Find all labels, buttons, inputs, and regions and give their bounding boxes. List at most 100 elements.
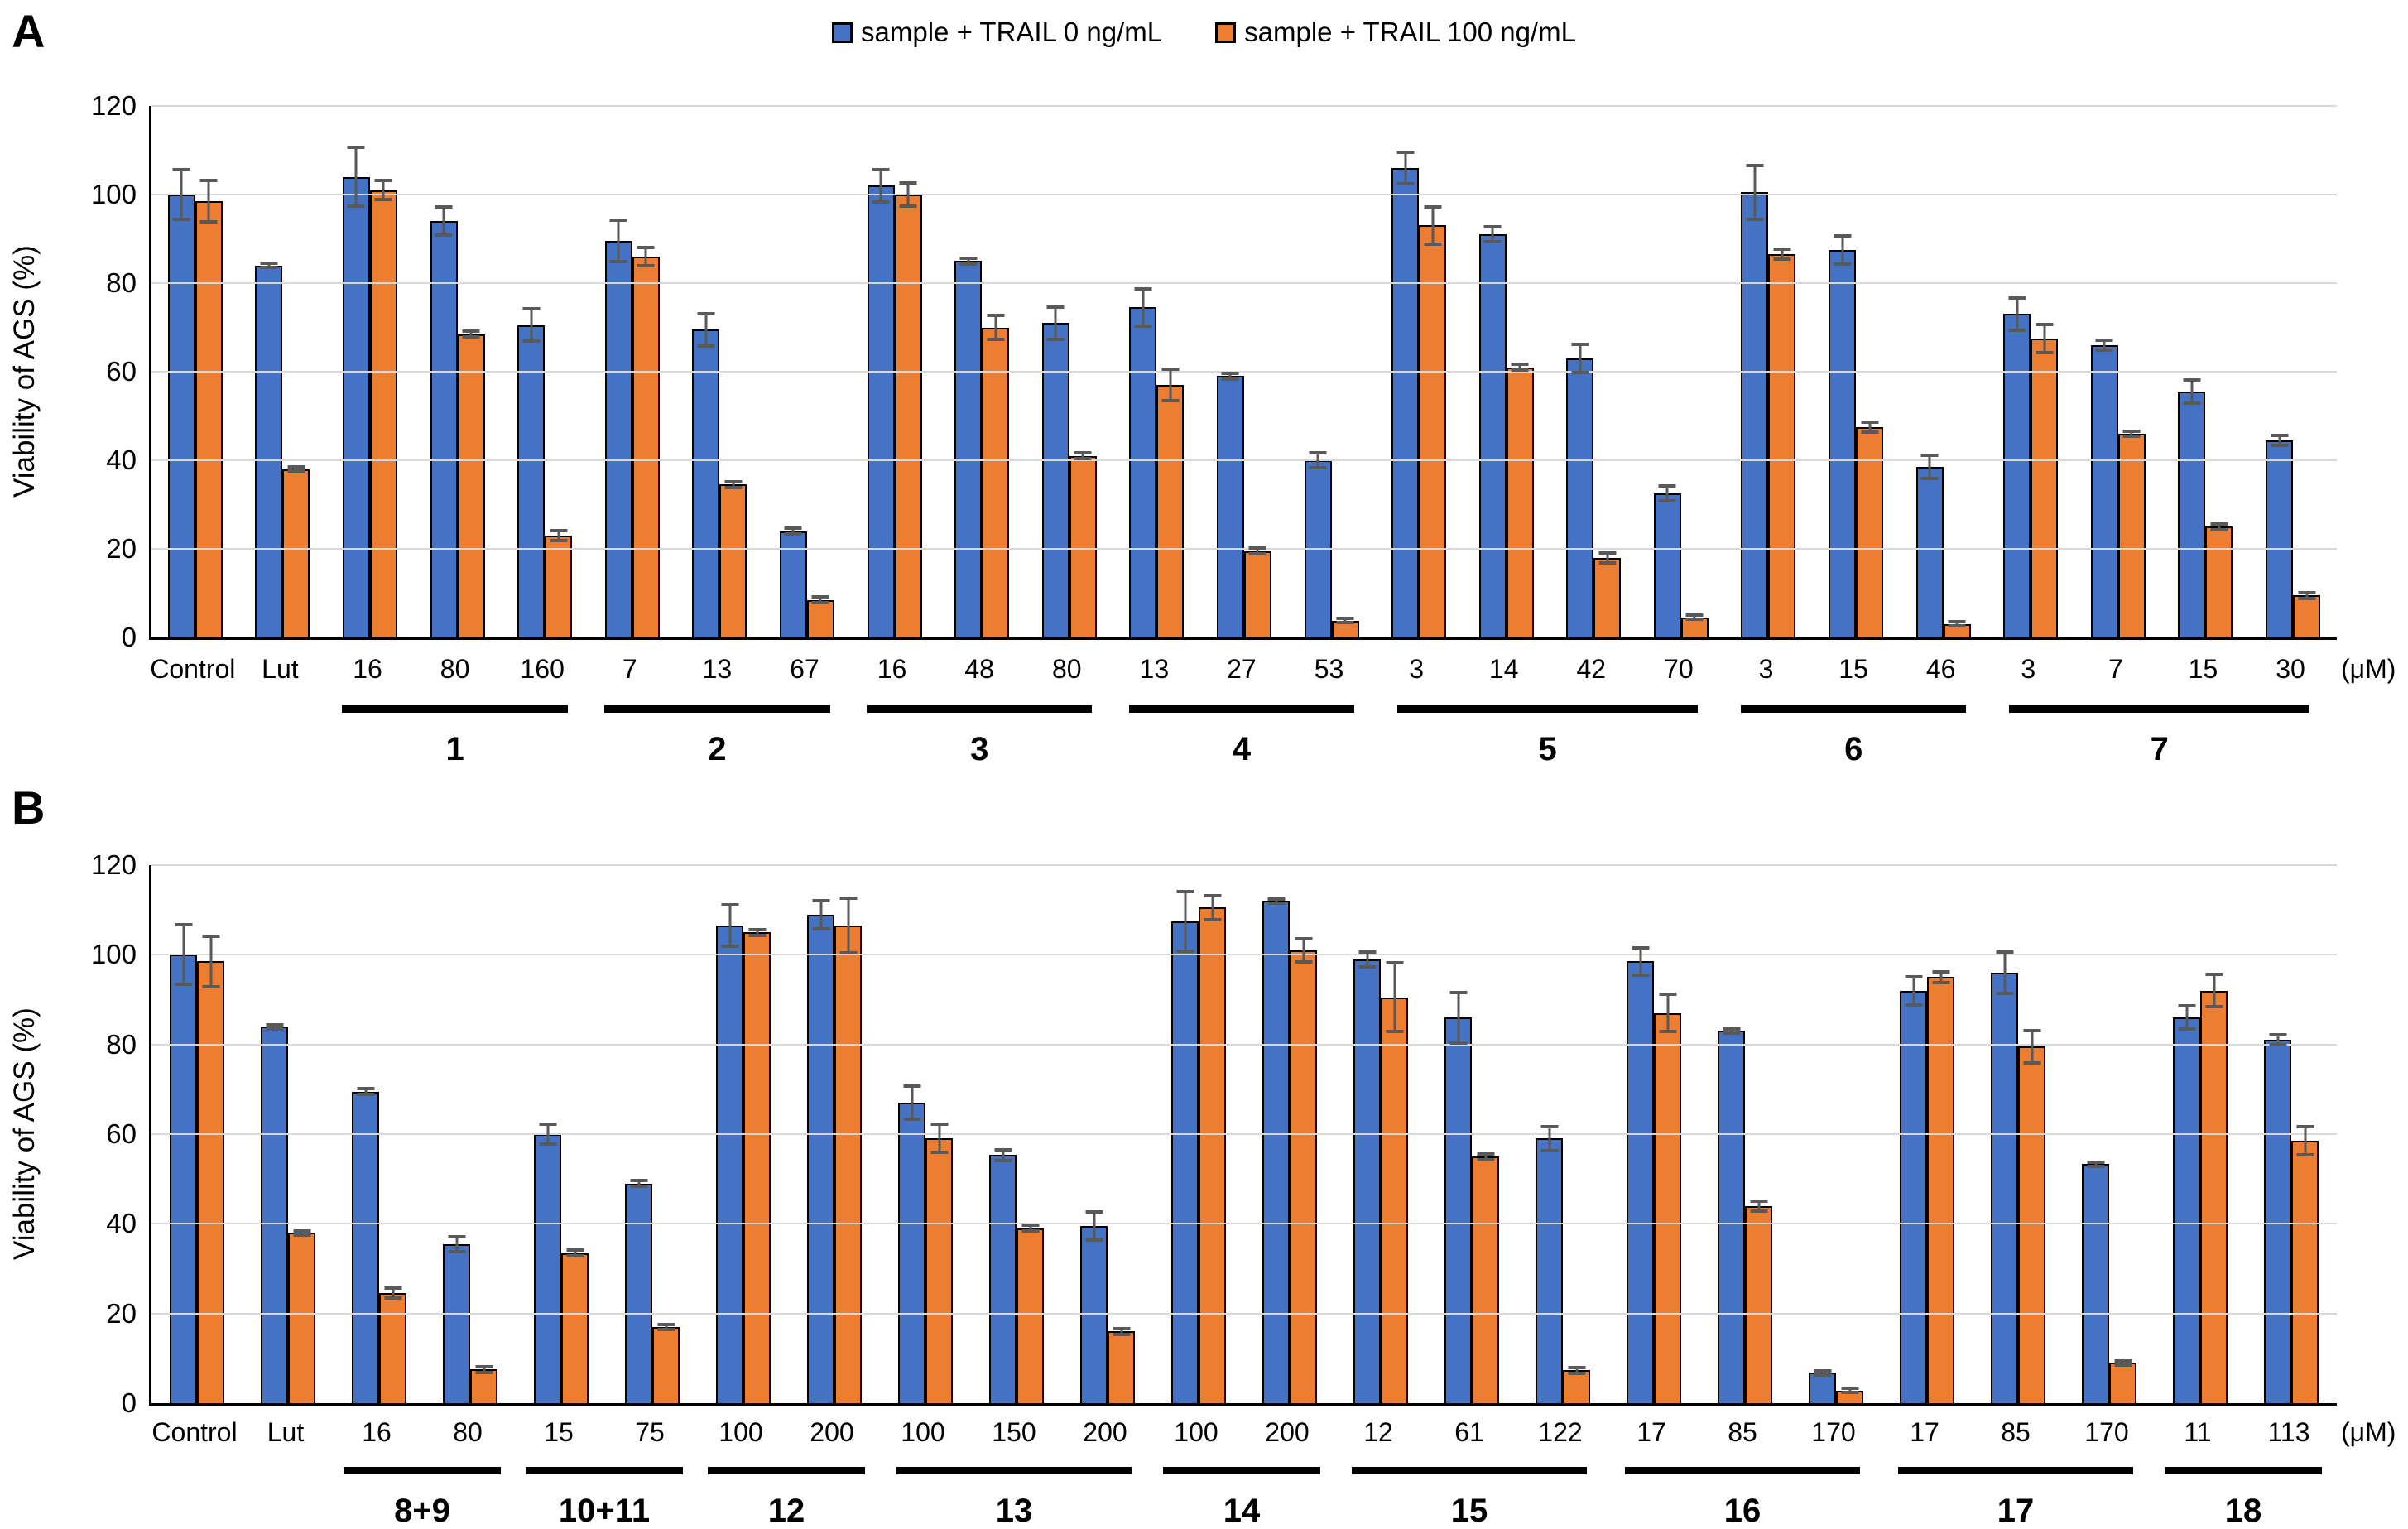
error-bar-cap	[930, 1151, 948, 1155]
bar-trail100-113	[2291, 1125, 2319, 1403]
error-bar-cap	[1176, 889, 1194, 893]
error-bar-cap	[1834, 262, 1852, 266]
y-tick-label: 100	[90, 939, 137, 970]
error-bar-cap	[462, 334, 480, 339]
error-bar-stem	[557, 531, 560, 539]
error-bar-cap	[384, 1286, 401, 1291]
error-bar-cap	[811, 595, 829, 599]
group-number: 2	[708, 731, 727, 767]
error-bar	[784, 526, 802, 536]
bar-trail100-14	[1506, 363, 1534, 637]
error-bar	[987, 314, 1005, 341]
error-bar-stem	[574, 1252, 576, 1254]
error-bar-cap	[1996, 950, 2013, 954]
category-48	[938, 106, 1026, 637]
error-bar	[1021, 1224, 1039, 1233]
error-bar	[1750, 1199, 1767, 1213]
category-3	[1725, 106, 1813, 637]
x-label-7: 7	[2108, 654, 2123, 684]
error-bar-cap	[1948, 620, 1966, 624]
bar-trail0-113	[2264, 1033, 2291, 1403]
error-bar-stem	[728, 906, 731, 945]
error-bar	[1309, 451, 1327, 469]
error-bar-cap	[1920, 453, 1939, 457]
error-bar	[721, 903, 738, 949]
category-122	[1517, 865, 1608, 1403]
error-bar-cap	[1723, 1031, 1740, 1035]
bar-trail0-3	[1741, 163, 1769, 637]
error-bar-stem	[1184, 892, 1186, 950]
error-bar-cap	[550, 538, 568, 542]
bar-trail0-Lut	[261, 1022, 288, 1403]
bar-trail0-16	[342, 146, 370, 637]
gridline-40	[151, 459, 2337, 461]
gridline-120	[151, 105, 2337, 107]
gridline-120	[151, 864, 2337, 866]
bar-trail100-42	[1593, 551, 1622, 637]
error-bar	[1685, 613, 1704, 622]
y-tick-label: 100	[90, 179, 137, 209]
bar-trail0-13	[692, 311, 720, 637]
error-bar-cap	[1598, 551, 1617, 555]
error-bar-stem	[1491, 228, 1494, 240]
bar-trail0-85	[1991, 950, 2018, 1403]
x-label-11: 11	[2184, 1417, 2212, 1447]
x-label-53: 53	[1314, 654, 1344, 684]
error-bar	[1161, 367, 1180, 403]
error-bar-stem	[847, 899, 849, 952]
category-70	[1637, 106, 1725, 637]
error-bar-stem	[879, 171, 882, 200]
error-bar-cap	[1085, 1210, 1103, 1214]
error-bar-cap	[2296, 1153, 2314, 1157]
x-label-113: 113	[2267, 1417, 2310, 1447]
group-underline	[1898, 1467, 2133, 1474]
error-bar-cap	[1336, 621, 1354, 625]
gridline-20	[151, 1312, 2337, 1315]
error-bar-cap	[959, 262, 978, 266]
error-bar	[1571, 343, 1589, 374]
error-bar-cap	[550, 528, 568, 532]
compound-group-14: 14	[1151, 1467, 1333, 1527]
y-tick-label: 60	[106, 1118, 137, 1149]
x-label-85: 85	[2001, 1417, 2031, 1447]
x-label-15: 15	[2188, 654, 2218, 684]
error-bar	[266, 1022, 283, 1031]
error-bar-cap	[1511, 363, 1529, 367]
error-bar-cap	[748, 933, 766, 937]
error-bar-stem	[1928, 456, 1931, 478]
bar-trail0-15	[534, 1123, 561, 1403]
plot-area-panel-a	[149, 105, 2337, 640]
error-bar-cap	[872, 200, 890, 204]
compound-group-10+11: 10+11	[513, 1467, 695, 1527]
error-bar-cap	[839, 951, 857, 955]
legend-label: sample + TRAIL 0 ng/mL	[861, 17, 1163, 47]
error-bar-cap	[1074, 457, 1092, 460]
y-tick-label: 20	[106, 533, 137, 564]
bar-trail0-3	[1391, 150, 1420, 637]
error-bar	[1932, 970, 1949, 984]
x-label-27: 27	[1227, 654, 1257, 684]
error-bar	[448, 1234, 465, 1253]
error-bar-cap	[1046, 337, 1065, 341]
error-bar-stem	[180, 171, 183, 219]
error-bar	[522, 307, 541, 344]
error-bar-cap	[721, 903, 738, 907]
error-bar-cap	[293, 1228, 310, 1233]
bar-trail100-7	[632, 245, 660, 637]
error-bar	[2122, 429, 2141, 439]
bar-trail100-170	[2109, 1358, 2136, 1403]
error-bar	[812, 898, 829, 930]
error-bar-stem	[392, 1290, 394, 1297]
error-bar-cap	[724, 485, 743, 489]
unit-label-panel-b: (μM)	[2341, 1417, 2396, 1447]
category-42	[1550, 106, 1638, 637]
error-bar	[1113, 1326, 1130, 1336]
bar-trail0-122	[1536, 1125, 1563, 1403]
compound-group-7: 7	[1985, 705, 2334, 766]
error-bar	[2095, 338, 2113, 352]
error-bar-stem	[1002, 1152, 1004, 1159]
category-80	[425, 865, 516, 1403]
bar-trail0-61	[1444, 990, 1472, 1403]
bar-trail100-30	[2293, 590, 2321, 637]
bar-trail100-15	[1856, 420, 1884, 637]
